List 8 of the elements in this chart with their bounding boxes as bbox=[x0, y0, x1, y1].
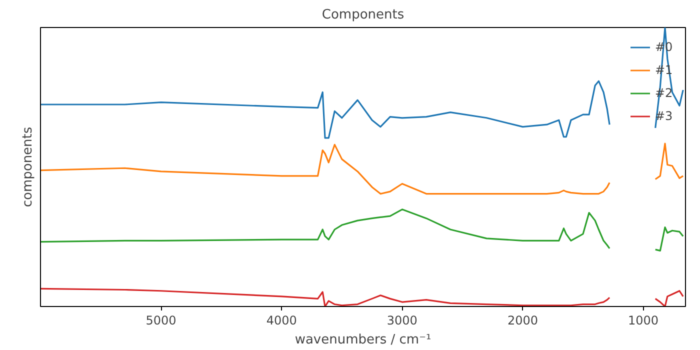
x-tick-label: 3000 bbox=[386, 314, 418, 328]
x-axis-title: wavenumbers / cm⁻¹ bbox=[294, 332, 432, 348]
x-tick-label: 4000 bbox=[266, 314, 297, 328]
x-tick-label: 1000 bbox=[628, 314, 659, 328]
x-tick-label: 5000 bbox=[146, 314, 176, 328]
x-tick-label: 2000 bbox=[507, 314, 538, 328]
y-axis-title: components bbox=[20, 126, 36, 208]
chart-title: Components bbox=[322, 8, 404, 22]
